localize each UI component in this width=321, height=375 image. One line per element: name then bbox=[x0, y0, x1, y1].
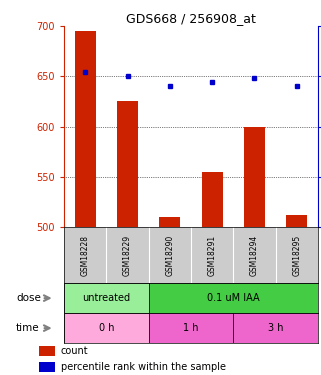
Text: time: time bbox=[16, 323, 40, 333]
Bar bbox=[75, 31, 96, 227]
Bar bbox=[159, 217, 180, 227]
Text: GSM18228: GSM18228 bbox=[81, 234, 90, 276]
Text: 3 h: 3 h bbox=[268, 323, 283, 333]
Text: percentile rank within the sample: percentile rank within the sample bbox=[61, 362, 226, 372]
Bar bbox=[149, 313, 233, 343]
Text: GSM18294: GSM18294 bbox=[250, 234, 259, 276]
Bar bbox=[286, 215, 307, 227]
Text: GSM18295: GSM18295 bbox=[292, 234, 301, 276]
Text: 0 h: 0 h bbox=[99, 323, 114, 333]
Bar bbox=[39, 362, 55, 372]
Text: GSM18290: GSM18290 bbox=[165, 234, 174, 276]
Text: GSM18229: GSM18229 bbox=[123, 234, 132, 276]
Bar bbox=[39, 346, 55, 356]
Text: count: count bbox=[61, 346, 89, 356]
Text: 0.1 uM IAA: 0.1 uM IAA bbox=[207, 293, 260, 303]
Bar bbox=[244, 127, 265, 227]
Text: GSM18291: GSM18291 bbox=[208, 234, 217, 276]
Bar bbox=[202, 172, 223, 227]
Text: 1 h: 1 h bbox=[183, 323, 199, 333]
Bar bbox=[64, 283, 149, 313]
Bar bbox=[117, 102, 138, 227]
Text: untreated: untreated bbox=[82, 293, 131, 303]
Bar bbox=[149, 283, 318, 313]
Title: GDS668 / 256908_at: GDS668 / 256908_at bbox=[126, 12, 256, 25]
Bar bbox=[64, 313, 149, 343]
Bar bbox=[233, 313, 318, 343]
Text: dose: dose bbox=[16, 293, 41, 303]
